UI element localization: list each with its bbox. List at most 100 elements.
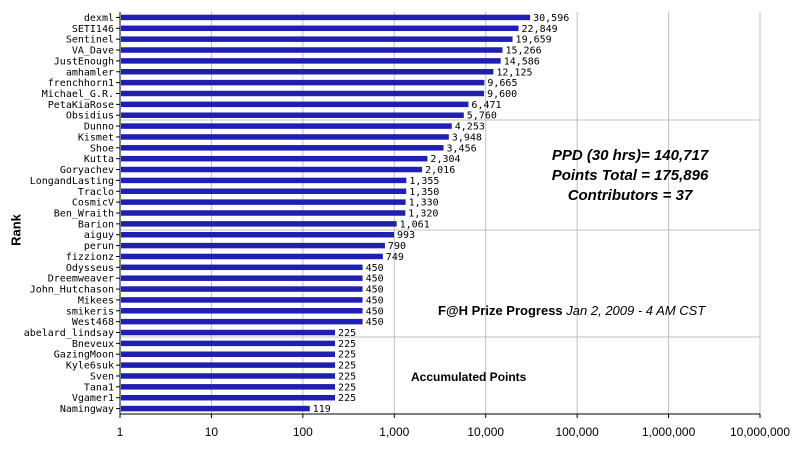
value-label: 9,600 xyxy=(487,89,517,100)
x-tick-labels: 1 10 100 1,000 10,000 100,000 1,000,000 10,000,… xyxy=(117,425,791,439)
category-label: VA_Dave xyxy=(72,46,114,57)
bar xyxy=(121,373,336,379)
x-tick-label: 1 xyxy=(117,425,124,439)
bar xyxy=(121,112,464,118)
bar xyxy=(121,275,363,281)
value-label: 993 xyxy=(397,230,415,241)
value-labels: 30,59622,84919,65915,26614,58612,1259,66… xyxy=(313,13,569,415)
value-label: 2,304 xyxy=(430,154,460,165)
bar xyxy=(121,210,406,216)
x-tick-label: 1,000 xyxy=(379,425,409,439)
category-label: GazingMoon xyxy=(54,350,114,361)
category-label: Goryachev xyxy=(60,165,114,176)
bar xyxy=(121,264,363,271)
bar xyxy=(121,166,423,173)
bar xyxy=(121,134,449,140)
x-tick-label: 10,000,000 xyxy=(730,425,790,439)
category-label: LongandLasting xyxy=(30,176,114,187)
prize-title: F@H Prize Progress xyxy=(438,303,563,318)
value-label: 225 xyxy=(338,371,356,382)
bar xyxy=(121,351,336,357)
bar xyxy=(121,231,395,238)
contributors-text: Contributors = 37 xyxy=(567,187,693,204)
bar xyxy=(121,36,513,42)
value-label: 119 xyxy=(313,404,331,415)
value-label: 225 xyxy=(338,350,356,361)
category-label: Dreemweaver xyxy=(48,274,114,285)
bar xyxy=(121,242,385,249)
category-label: Kyle6suk xyxy=(66,361,114,372)
x-tick-label: 100 xyxy=(293,425,313,439)
category-label: Bneveux xyxy=(72,339,114,350)
value-label: 1,061 xyxy=(400,219,430,230)
value-label: 450 xyxy=(366,285,384,296)
category-label: Traclo xyxy=(78,187,114,198)
value-label: 225 xyxy=(338,328,356,339)
category-label: JustEnough xyxy=(54,56,114,67)
value-label: 450 xyxy=(366,263,384,274)
category-label: Ben_Wraith xyxy=(54,209,114,220)
bar xyxy=(121,188,407,195)
value-label: 450 xyxy=(366,306,384,317)
value-label: 1,355 xyxy=(409,176,439,187)
category-label: Obsidius xyxy=(66,111,114,122)
category-label: PetaKiaRose xyxy=(48,100,114,111)
category-label: John_Hutchason xyxy=(30,285,114,296)
bar xyxy=(121,145,444,151)
bar xyxy=(121,308,363,314)
value-label: 2,016 xyxy=(425,165,455,176)
bar xyxy=(121,329,336,336)
value-label: 225 xyxy=(338,382,356,393)
value-label: 1,330 xyxy=(409,198,439,209)
value-label: 9,665 xyxy=(487,78,517,89)
bar xyxy=(121,25,519,32)
bar xyxy=(121,286,363,292)
bar xyxy=(121,69,494,75)
category-label: Odysseus xyxy=(66,263,114,274)
stats-annotation: PPD (30 hrs)= 140,717 Points Total = 175… xyxy=(530,146,730,206)
bar xyxy=(121,14,531,21)
y-axis-title: Rank xyxy=(8,214,24,246)
bar xyxy=(121,123,452,129)
value-label: 749 xyxy=(386,252,404,263)
bars xyxy=(121,14,531,412)
value-label: 790 xyxy=(388,241,406,252)
category-label: West468 xyxy=(72,317,114,328)
bar xyxy=(121,177,407,184)
bar xyxy=(121,155,428,162)
category-label: aiguy xyxy=(84,230,114,241)
category-label: Mikees xyxy=(78,295,114,306)
category-label: Vgamer1 xyxy=(72,393,114,404)
value-label: 22,849 xyxy=(522,24,558,35)
bar xyxy=(121,90,485,97)
category-label: smikeris xyxy=(66,306,114,317)
value-label: 19,659 xyxy=(516,35,552,46)
value-label: 12,125 xyxy=(496,67,532,78)
y-axis-title-wrap: Rank xyxy=(4,200,28,260)
category-label: amhamler xyxy=(66,67,114,78)
bar xyxy=(121,253,383,260)
x-tick-label: 100,000 xyxy=(555,425,599,439)
bar xyxy=(121,58,501,64)
bar xyxy=(121,340,336,347)
bar xyxy=(121,47,503,53)
value-label: 450 xyxy=(366,274,384,285)
category-label: SETI146 xyxy=(72,24,114,35)
bar xyxy=(121,101,469,108)
ppd-text: PPD (30 hrs)= 140,717 xyxy=(551,147,709,164)
category-label: frenchhorn1 xyxy=(48,78,114,89)
category-label: Namingway xyxy=(60,404,114,415)
value-label: 1,350 xyxy=(409,187,439,198)
value-label: 30,596 xyxy=(533,13,569,24)
category-label: Sven xyxy=(90,371,114,382)
value-label: 15,266 xyxy=(506,46,542,57)
bar xyxy=(121,394,336,401)
value-label: 1,320 xyxy=(408,209,438,220)
category-label: Kismet xyxy=(78,132,114,143)
category-label: dexml xyxy=(84,13,114,24)
category-label: CosmicV xyxy=(72,198,114,209)
category-label: perun xyxy=(84,241,114,252)
points-total-text: Points Total = 175,896 xyxy=(551,167,709,184)
value-label: 3,948 xyxy=(452,132,482,143)
